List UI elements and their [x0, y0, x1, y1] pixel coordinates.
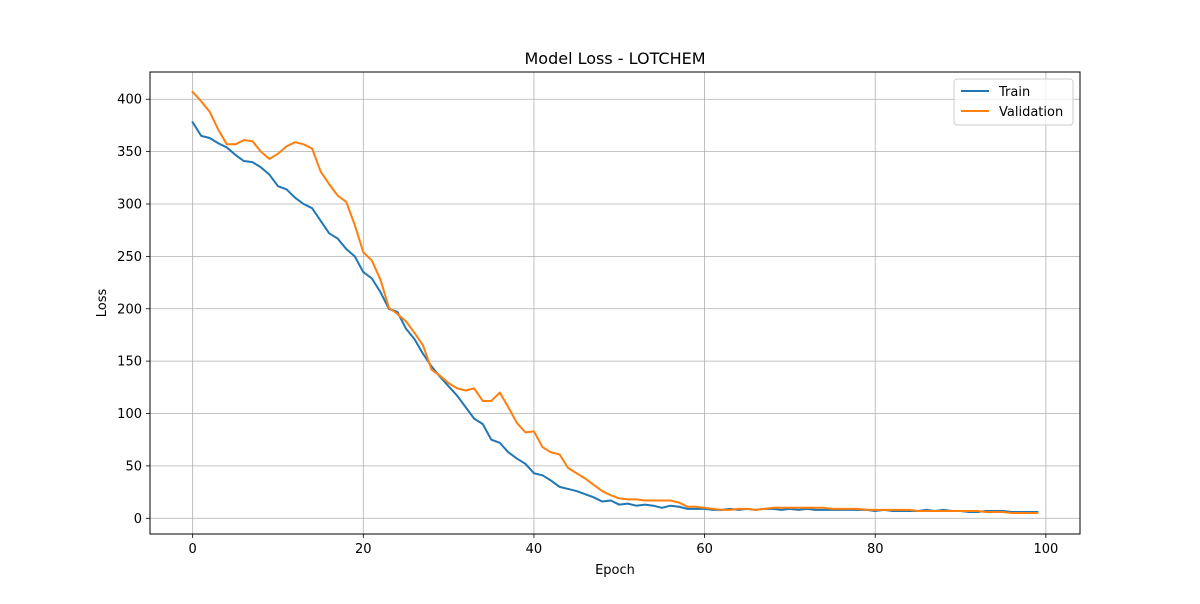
- legend-label-validation: Validation: [999, 105, 1063, 120]
- y-tick-label: 50: [125, 459, 142, 474]
- y-tick-label: 100: [117, 407, 142, 422]
- x-tick-label: 60: [696, 542, 713, 557]
- x-tick-label: 0: [189, 542, 197, 557]
- axis-ticks: 0 20 40 60 80 100 0 50 100 150 200 250 300 350 400: [117, 93, 1058, 557]
- y-tick-label: 300: [117, 198, 142, 213]
- grid: [150, 72, 1080, 534]
- y-axis-label: Loss: [95, 289, 110, 318]
- x-tick-label: 80: [867, 542, 884, 557]
- y-tick-label: 250: [117, 250, 142, 265]
- legend: Train Validation: [953, 78, 1074, 126]
- y-tick-label: 350: [117, 145, 142, 160]
- series-line-train: [191, 120, 1039, 513]
- legend-label-train: Train: [998, 85, 1030, 100]
- y-tick-label: 200: [117, 302, 142, 317]
- x-tick-label: 20: [355, 542, 372, 557]
- x-axis-label: Epoch: [595, 563, 635, 578]
- y-tick-label: 400: [117, 93, 142, 108]
- series-layer: [191, 90, 1039, 515]
- x-tick-label: 40: [526, 542, 543, 557]
- chart-title: Model Loss - LOTCHEM: [524, 49, 705, 68]
- plot-frame: [149, 71, 1081, 535]
- series-line-validation: [191, 90, 1039, 515]
- y-tick-label: 150: [117, 355, 142, 370]
- x-tick-label: 100: [1033, 542, 1058, 557]
- y-tick-label: 0: [134, 512, 142, 527]
